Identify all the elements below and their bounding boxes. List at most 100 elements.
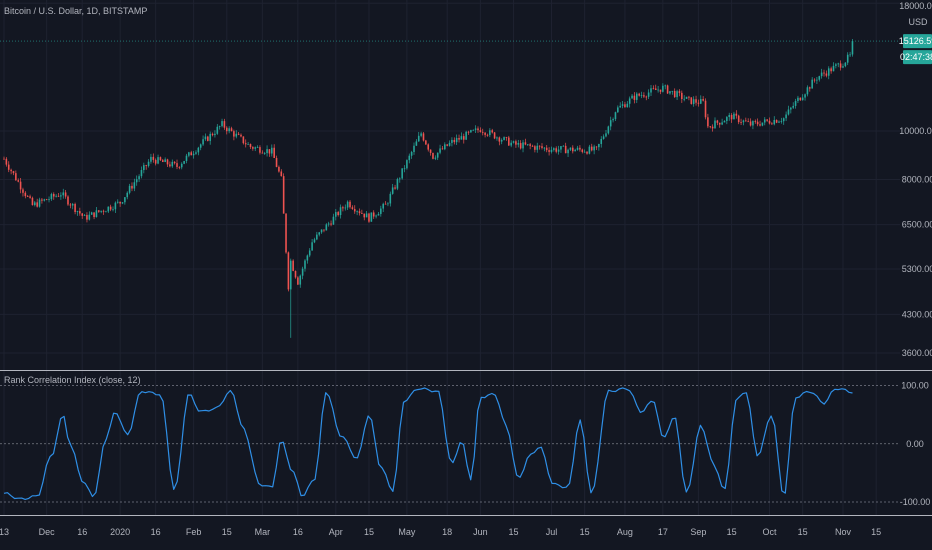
candle-body [844,62,847,67]
candle-body [775,119,778,123]
candle-body [531,145,534,147]
candle-body [299,275,302,285]
candle-body [233,131,235,137]
candle-body [19,181,22,190]
candle-body [342,207,344,209]
candle-body [526,144,529,146]
candle-body [57,195,60,197]
candle-body [3,158,5,160]
candle-body [460,136,463,140]
candle-body [560,146,562,150]
candle-body [429,149,432,153]
candle-body [126,192,129,198]
candle-body [22,189,24,193]
candle-body [301,268,304,276]
candle-body [363,213,366,218]
candle-body [773,119,776,125]
candle-body [190,152,193,156]
candle-body [444,144,446,150]
candle-body [458,138,460,140]
candle-body [218,126,221,127]
rank-correlation-line[interactable] [3,387,853,500]
candle-body [735,113,738,116]
price-axis[interactable]: 18000.00 10000.00 8000.00 6500.00 5300.00 430… [899,1,932,358]
candle-body [605,133,607,137]
candle-body [413,145,415,152]
candle-body [121,202,124,204]
candle-body [761,122,764,126]
time-tick-label: Dec [39,527,56,537]
indicator-legend[interactable]: Rank Correlation Index (close, 12) [4,375,141,385]
candle-body [839,63,842,68]
candle-body [275,157,278,167]
candle-body [448,142,451,146]
time-axis[interactable]: 13 Dec 16 2020 16 Feb 15 Mar 16 Apr 15 May 18 Jun 15 Ju… [0,527,881,537]
candle-body [237,133,240,135]
candle-body [297,277,299,285]
candle-body [74,203,76,213]
time-tick-label: 15 [871,527,881,537]
candle-body [365,213,368,218]
price-tick-label: 18000.00 [899,1,932,11]
candle-body [230,128,233,132]
candle-body [384,203,387,205]
candle-body [586,151,588,154]
candle-body [15,173,17,181]
candle-body [825,73,828,76]
indicator-axis[interactable]: 100.00 0.00 -100.00 [900,381,931,508]
candle-body [268,149,271,154]
candle-body [647,92,650,97]
candle-body [818,76,821,80]
time-tick-label: 16 [151,527,161,537]
candle-body [695,99,697,103]
candle-body [135,179,138,183]
candle-body [161,160,164,162]
candle-body [545,147,548,151]
candle-body [311,242,313,251]
candle-body [228,128,230,132]
candle-body [704,100,707,118]
candle-body [766,119,768,121]
candle-body [446,144,448,146]
candle-body [726,117,728,121]
candle-body [24,192,27,197]
candle-body [391,187,394,194]
main-legend[interactable]: Bitcoin / U.S. Dollar, 1D, BITSTAMP [4,6,147,16]
time-tick-label: Jul [546,527,558,537]
candle-body [830,68,832,72]
candle-body [508,137,510,146]
last-price-badge: 15126.59 [899,34,932,49]
candle-body [519,143,522,149]
candle-body [280,171,283,177]
candle-body [787,109,790,115]
candle-body [76,211,79,213]
price-candles[interactable] [3,38,854,338]
candle-body [685,96,688,99]
price-tick-label: 3600.00 [902,348,932,358]
candle-body [550,149,553,152]
candle-body [453,139,456,143]
candle-body [353,208,356,212]
candle-body [90,212,93,215]
candle-body [676,91,678,98]
candle-body [555,148,558,152]
candle-body [377,213,380,216]
candle-body [640,95,643,96]
time-tick-label: 13 [0,527,9,537]
indicator-grid [3,371,877,515]
indicator-levels [0,385,900,503]
candle-body [837,63,840,65]
candle-body [401,168,403,179]
candle-body [804,94,806,98]
candle-body [747,121,749,123]
candle-body [709,126,712,128]
candle-body [638,93,640,96]
candle-body [349,201,351,208]
candle-body [607,126,610,134]
candle-body [811,79,813,89]
candle-body [244,143,247,145]
candle-body [266,149,268,154]
candle-body [278,166,280,172]
